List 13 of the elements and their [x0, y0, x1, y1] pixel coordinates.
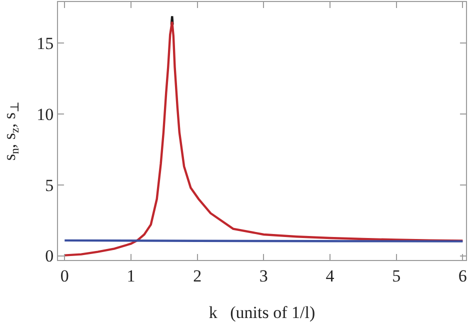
y-tick-label: 5: [45, 176, 54, 195]
x-tick-label: 0: [60, 266, 69, 286]
y-tick-label: 0: [45, 246, 54, 266]
y-tick-label: 15: [36, 34, 54, 54]
x-tick-label: 1: [126, 266, 136, 286]
line-series: [64, 20, 464, 256]
x-tick-label: 2: [193, 266, 202, 286]
x-axis-title: k (units of 1/l): [208, 303, 316, 322]
x-tick-label: 6: [458, 266, 467, 286]
y-tick-label: 10: [36, 104, 54, 124]
x-tick-label: 3: [259, 266, 268, 286]
x-tick-label: 4: [326, 266, 335, 286]
x-tick-label: 5: [392, 266, 401, 286]
